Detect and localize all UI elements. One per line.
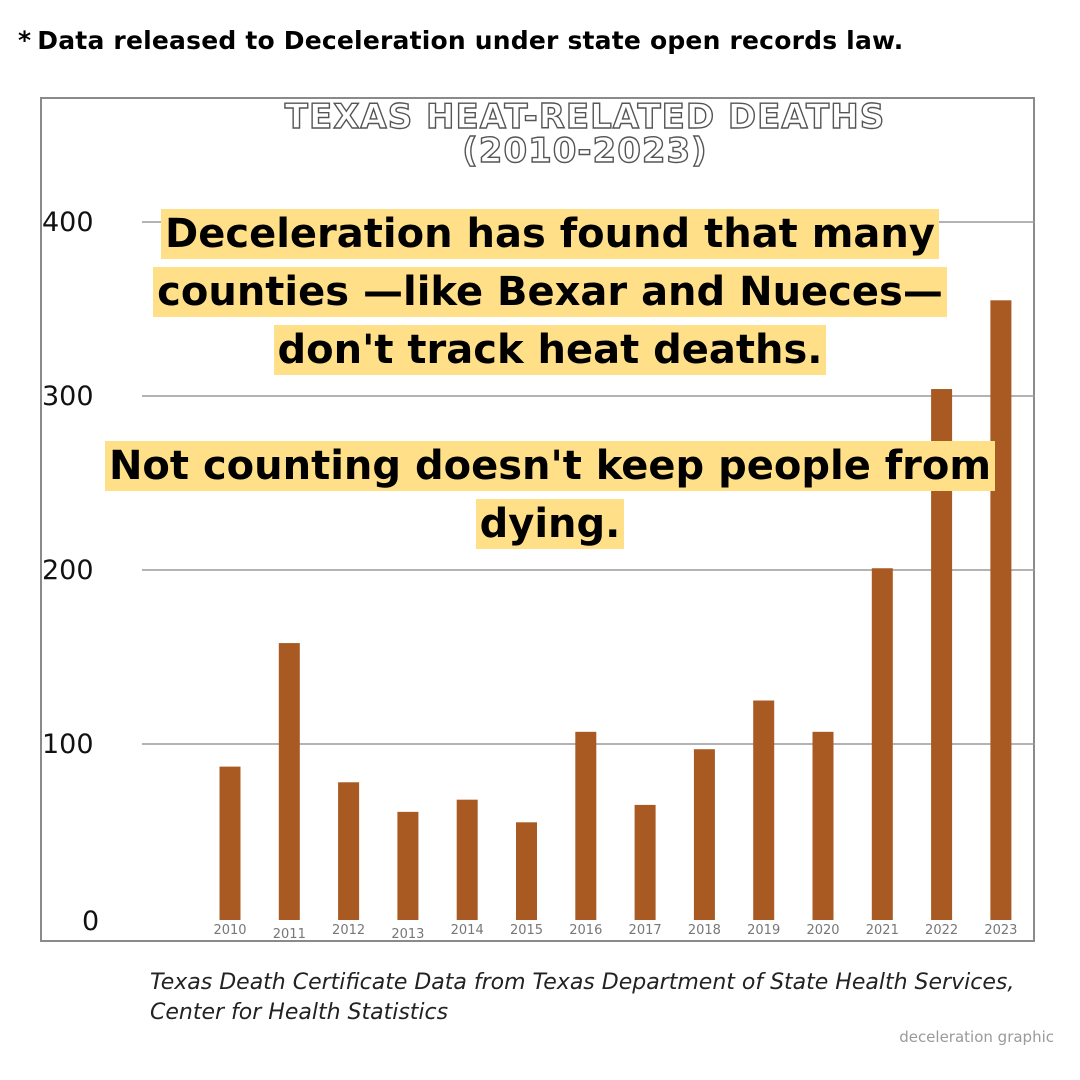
x-tick-label: 2020 [806,923,839,938]
graphic-credit: deceleration graphic [899,1028,1054,1046]
bar [871,568,893,920]
bar [812,731,834,920]
chart-title: TEXAS HEAT-RELATED DEATHS [284,97,886,137]
y-tick-label: 200 [42,555,94,586]
data-release-note: * Data released to Deceleration under sta… [18,26,1068,55]
x-tick-label: 2010 [213,923,246,938]
chart-title-block: TEXAS HEAT-RELATED DEATHS (2010-2023) [230,97,940,171]
bar [338,782,360,920]
bar [219,766,241,920]
bar [990,300,1012,920]
bar [516,822,537,920]
x-tick-label: 2019 [747,923,780,938]
x-tick-label: 2018 [688,923,721,938]
y-tick-label: 100 [42,729,94,760]
bar [753,700,775,920]
source-caption: Texas Death Certificate Data from Texas … [150,970,1015,1025]
y-tick-label: 0 [82,906,99,937]
y-tick-label: 400 [42,207,94,238]
asterisk: * [18,26,32,55]
x-tick-label: 2016 [569,923,602,938]
bar [278,643,300,920]
bar [634,804,656,920]
bar [397,811,419,920]
y-tick-label: 300 [42,381,94,412]
bar [575,731,597,920]
x-tick-label: 2017 [629,923,662,938]
x-tick-label: 2023 [984,923,1017,938]
bar [931,389,953,920]
x-tick-label: 2015 [510,923,543,938]
x-tick-label: 2012 [332,923,365,938]
x-tick-label: 2022 [925,923,958,938]
bar [456,799,478,920]
chart-subtitle: (2010-2023) [462,131,708,171]
x-tick-label: 2011 [273,927,306,942]
bar [693,749,715,920]
x-tick-label: 2021 [866,923,899,938]
overlay-line-1: Deceleration has found that many countie… [153,209,947,375]
overlay-line-2: Not counting doesn't keep people from dy… [104,441,996,549]
overlay-message: Deceleration has found that many countie… [100,205,1000,553]
note-text: Data released to Deceleration under stat… [37,26,904,55]
x-tick-label: 2014 [451,923,484,938]
x-tick-label: 2013 [391,927,424,942]
